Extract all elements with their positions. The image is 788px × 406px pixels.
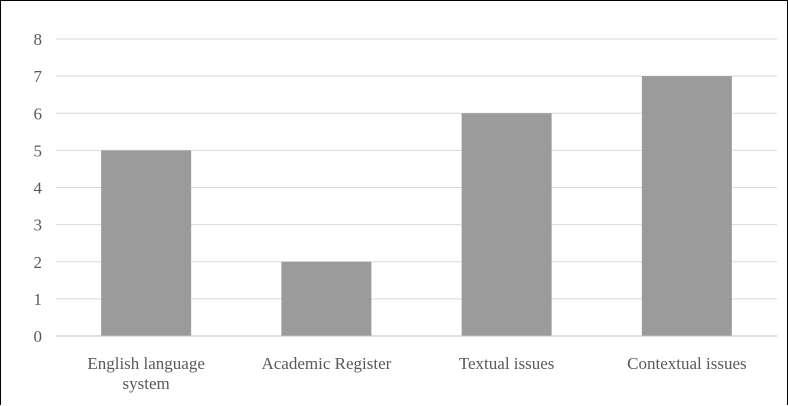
y-tick-label-7: 7 bbox=[34, 67, 43, 86]
x-tick-label-3: Textual issues bbox=[459, 354, 555, 373]
bar-1 bbox=[101, 150, 192, 336]
y-tick-label-2: 2 bbox=[34, 253, 43, 272]
y-tick-label-0: 0 bbox=[34, 327, 43, 346]
x-tick-labels: English language system Academic Register T… bbox=[87, 354, 746, 393]
y-tick-label-6: 6 bbox=[34, 104, 43, 123]
bar-4 bbox=[641, 76, 732, 336]
bars bbox=[101, 76, 732, 336]
y-tick-label-1: 1 bbox=[34, 290, 43, 309]
x-tick-label-4: Contextual issues bbox=[627, 354, 746, 373]
bar-3 bbox=[461, 113, 552, 336]
x-tick-label-1: English language system bbox=[87, 354, 205, 393]
y-tick-labels: 0 1 2 3 4 5 6 7 8 bbox=[34, 30, 43, 346]
bar-2 bbox=[281, 261, 372, 336]
y-tick-label-5: 5 bbox=[34, 141, 43, 160]
y-tick-label-4: 4 bbox=[34, 179, 43, 198]
y-tick-label-3: 3 bbox=[34, 216, 43, 235]
x-tick-label-2: Academic Register bbox=[261, 354, 391, 373]
y-tick-label-8: 8 bbox=[34, 30, 43, 49]
